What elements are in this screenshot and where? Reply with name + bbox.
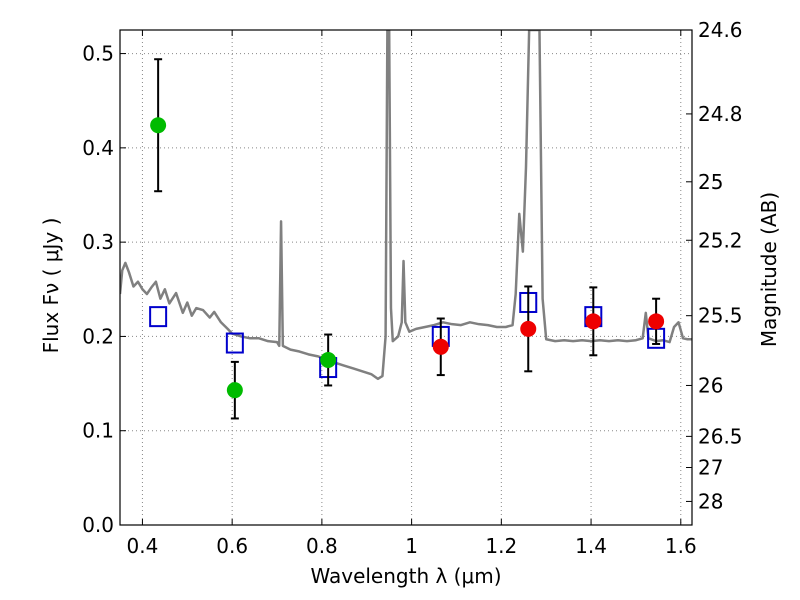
right-tick-label: 24.8 bbox=[698, 102, 743, 126]
y-tick-label: 0.4 bbox=[82, 136, 114, 160]
right-tick-label: 25 bbox=[698, 170, 723, 194]
y-tick-label: 0.0 bbox=[82, 513, 114, 537]
y-tick-label: 0.1 bbox=[82, 419, 114, 443]
right-tick-label: 25.2 bbox=[698, 228, 743, 252]
plot-area bbox=[120, 30, 692, 420]
x-tick-label: 1.2 bbox=[485, 534, 517, 558]
axis-ticks: 0.4 0.6 0.8 1 1.2 1.4 1.6 0.0 0.1 0.2 0.3 0.4 0.5 24.… bbox=[82, 18, 742, 558]
y-tick-label: 0.2 bbox=[82, 324, 114, 348]
y-tick-label: 0.3 bbox=[82, 230, 114, 254]
photometry-point bbox=[226, 382, 243, 399]
photometry-point bbox=[320, 352, 337, 368]
right-axis-label: Magnitude (AB) bbox=[757, 192, 781, 347]
x-tick-label: 0.4 bbox=[127, 534, 159, 558]
photometry-point bbox=[648, 313, 665, 330]
x-tick-label: 0.6 bbox=[216, 534, 248, 558]
right-tick-label: 27 bbox=[698, 455, 723, 479]
model-square-marker bbox=[225, 332, 244, 354]
photometry-point bbox=[432, 338, 449, 355]
right-tick-label: 28 bbox=[698, 489, 723, 513]
model-square-marker bbox=[149, 306, 168, 328]
photometry-point bbox=[150, 117, 167, 134]
x-tick-label: 1.6 bbox=[665, 534, 697, 558]
x-tick-label: 0.8 bbox=[306, 534, 338, 558]
plot-frame bbox=[119, 29, 693, 526]
y-axis-label: Flux Fν ( μJy ) bbox=[39, 218, 63, 354]
photometry-point bbox=[520, 320, 537, 337]
right-tick-label: 26.5 bbox=[698, 424, 743, 448]
photometry-point bbox=[585, 313, 602, 330]
grid-lines bbox=[120, 30, 692, 525]
x-axis-label: Wavelength λ (μm) bbox=[310, 564, 501, 588]
right-tick-label: 24.6 bbox=[698, 18, 743, 42]
y-tick-label: 0.5 bbox=[82, 42, 114, 66]
x-tick-label: 1.4 bbox=[575, 534, 607, 558]
right-tick-label: 25.5 bbox=[698, 304, 743, 328]
x-tick-label: 1 bbox=[405, 534, 418, 558]
right-tick-label: 26 bbox=[698, 373, 723, 397]
model-spectrum-line bbox=[120, 30, 692, 381]
